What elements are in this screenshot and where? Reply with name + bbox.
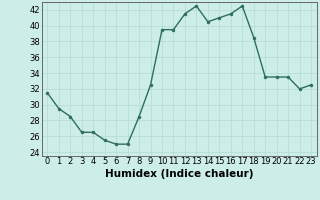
X-axis label: Humidex (Indice chaleur): Humidex (Indice chaleur) [105,169,253,179]
